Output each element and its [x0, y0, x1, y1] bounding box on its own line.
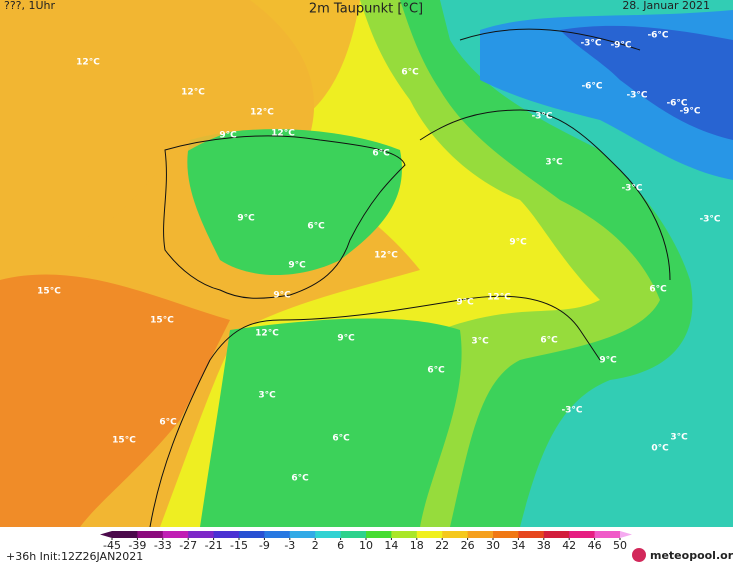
temperature-label: 12°C — [250, 108, 274, 118]
init-time: +36h Init:12Z26JAN2021 — [6, 550, 143, 563]
temperature-label: 3°C — [471, 337, 489, 347]
temperature-label: 15°C — [112, 436, 136, 446]
colorbar-segment — [264, 531, 291, 538]
colorbar-tick-label: 2 — [312, 539, 319, 552]
temperature-label: -3°C — [699, 215, 720, 225]
colorbar-tick-label: -15 — [230, 539, 248, 552]
temperature-label: 12°C — [271, 129, 295, 139]
temperature-label: -9°C — [679, 107, 700, 117]
colorbar-segment — [315, 531, 342, 538]
coastlines — [149, 28, 671, 528]
temperature-label: 9°C — [237, 214, 255, 224]
temperature-label: 6°C — [401, 68, 419, 78]
colorbar-tick-label: 30 — [486, 539, 500, 552]
temperature-label: 12°C — [255, 329, 279, 339]
map-labels: 12°C 12°C 12°C 9°C 12°C 6°C 6°C 9°C 6°C 9°C 12°C 9°… — [37, 31, 721, 484]
temperature-label: 6°C — [372, 149, 390, 159]
temperature-label: 3°C — [258, 391, 276, 401]
temperature-label: 9°C — [599, 356, 617, 366]
colorbar-segment — [366, 531, 392, 538]
colorbar-tick-label: -9 — [259, 539, 270, 552]
temperature-label: 6°C — [291, 474, 309, 484]
colorbar-tick-label: 10 — [359, 539, 373, 552]
colorbar-tick-label: -45 — [103, 539, 121, 552]
valid-date: 28. Januar 2021 — [622, 0, 710, 12]
colorbar-tick-label: 38 — [537, 539, 551, 552]
temperature-label: -3°C — [531, 112, 552, 122]
colorbar-segment — [112, 531, 138, 538]
colorbar-segment — [391, 531, 418, 538]
colorbar-tick-label: 50 — [613, 539, 627, 552]
colorbar-segment — [340, 531, 367, 538]
map-background — [0, 0, 733, 527]
colorbar-segment — [594, 531, 621, 538]
temperature-label: 6°C — [159, 418, 177, 428]
colorbar-tick-label: -27 — [179, 539, 197, 552]
colorbar-tick-label: -3 — [284, 539, 295, 552]
run-time: ???, 1Uhr — [4, 0, 56, 12]
temperature-label: 9°C — [273, 291, 291, 301]
colorbar-high-end — [620, 531, 632, 538]
logo-icon — [632, 548, 646, 562]
temperature-label: -6°C — [581, 82, 602, 92]
temperature-label: 9°C — [288, 261, 306, 271]
colorbar-segment — [442, 531, 469, 538]
colorbar-segment — [188, 531, 215, 538]
temperature-label: 6°C — [307, 222, 325, 232]
temperature-label: 12°C — [374, 251, 398, 261]
colorbar-segment — [569, 531, 596, 538]
temperature-label: -3°C — [580, 39, 601, 49]
temperature-label: -6°C — [647, 31, 668, 41]
colorbar-tick-label: 6 — [337, 539, 344, 552]
temperature-label: 6°C — [332, 434, 350, 444]
colorbar-tick-label: 42 — [562, 539, 576, 552]
colorbar-segment — [137, 531, 164, 538]
temperature-label: 9°C — [219, 131, 237, 141]
temperature-label: 0°C — [651, 444, 669, 454]
colorbar-segment — [289, 531, 316, 538]
temperature-label: -6°C — [666, 99, 687, 109]
colorbar-segment — [518, 531, 545, 538]
colorbar-tick-label: 46 — [588, 539, 602, 552]
colorbar-segment — [467, 531, 494, 538]
colorbar-tick-label: -39 — [128, 539, 146, 552]
temperature-label: 9°C — [509, 238, 527, 248]
colorbar-segment — [416, 531, 443, 538]
temperature-label: 3°C — [670, 433, 688, 443]
temperature-label: -3°C — [621, 184, 642, 194]
temperature-label: -9°C — [610, 41, 631, 51]
temperature-label: 6°C — [427, 366, 445, 376]
temperature-label: 15°C — [37, 287, 61, 297]
temperature-label: 12°C — [76, 58, 100, 68]
colorbar-segment — [239, 531, 265, 538]
colorbar-tick-label: 26 — [461, 539, 475, 552]
temperature-label: 6°C — [540, 336, 558, 346]
colorbar: -45 -39 -33 -27 -21 -15 -9 -3 2 6 10 14 18 22 26 30 34 38… — [100, 531, 632, 552]
colorbar-segment — [493, 531, 519, 538]
temperature-label: 9°C — [456, 298, 474, 308]
temperature-label: 6°C — [649, 285, 667, 295]
temperature-label: -3°C — [561, 406, 582, 416]
colorbar-tick-label: 34 — [511, 539, 525, 552]
colorbar-low-end — [100, 531, 112, 538]
colorbar-tick-label: -33 — [154, 539, 172, 552]
temperature-label: 12°C — [181, 88, 205, 98]
logo[interactable]: meteopool.org — [650, 549, 733, 562]
colorbar-segment — [162, 531, 189, 538]
temperature-label: 3°C — [545, 158, 563, 168]
colorbar-tick-label: 18 — [410, 539, 424, 552]
temperature-label: -3°C — [626, 91, 647, 101]
colorbar-tick-label: -21 — [205, 539, 223, 552]
colorbar-segment — [543, 531, 570, 538]
colorbar-tick-label: 14 — [384, 539, 398, 552]
temperature-label: 15°C — [150, 316, 174, 326]
colorbar-tick-label: 22 — [435, 539, 449, 552]
temperature-label: 12°C — [487, 293, 511, 303]
temperature-label: 9°C — [337, 334, 355, 344]
colorbar-segment — [213, 531, 240, 538]
map-title: 2m Taupunkt [°C] — [309, 2, 423, 17]
